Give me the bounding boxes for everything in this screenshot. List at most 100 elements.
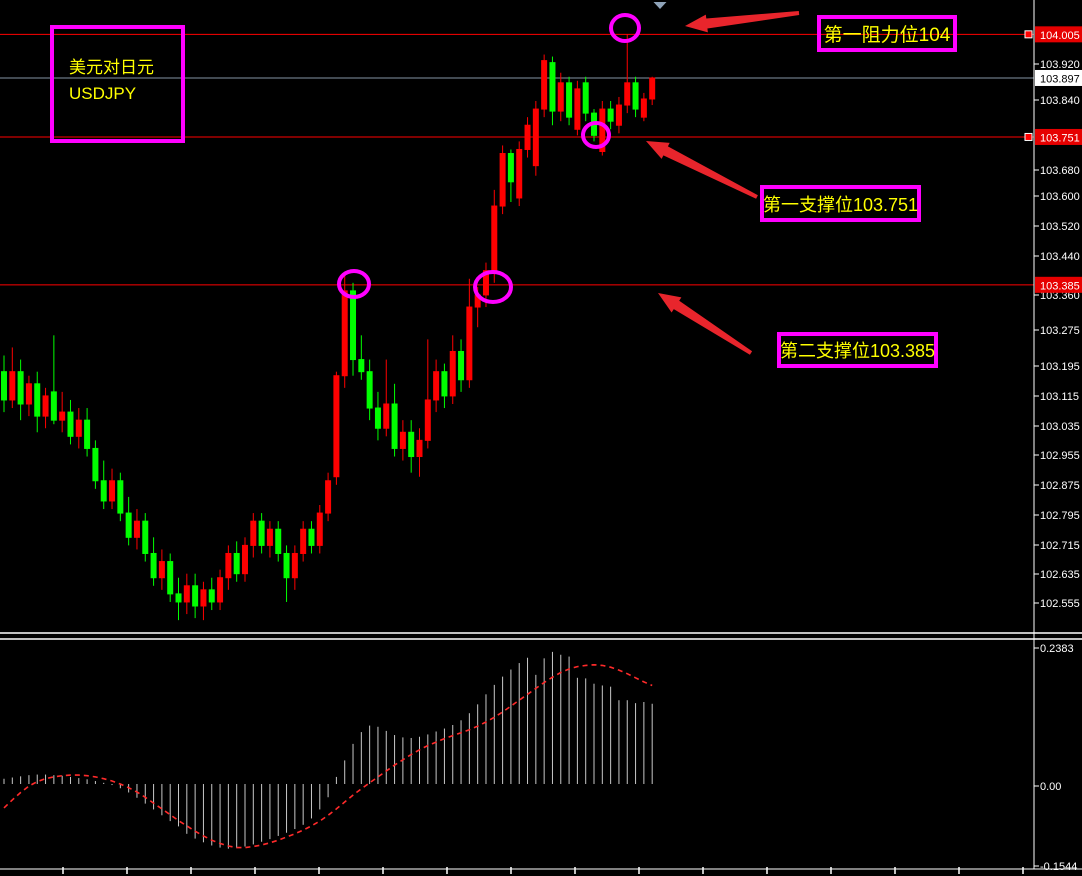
candle-body xyxy=(607,108,614,122)
level-line-handle[interactable] xyxy=(1024,132,1033,141)
badge-bg xyxy=(1035,128,1082,145)
candle-body xyxy=(175,593,182,603)
arrow-annotation[interactable] xyxy=(658,293,753,355)
price-tick-label: 103.360 xyxy=(1040,290,1080,302)
candle xyxy=(241,537,248,582)
candle xyxy=(516,141,523,207)
candle-body xyxy=(17,371,24,405)
highlight-circle[interactable] xyxy=(473,270,513,304)
candle-body xyxy=(383,403,390,429)
arrow-annotation[interactable] xyxy=(685,11,800,33)
candle-body xyxy=(92,447,99,482)
candle-body xyxy=(424,399,431,441)
candle-body xyxy=(416,439,423,458)
candle-body xyxy=(266,528,273,546)
highlight-circle[interactable] xyxy=(609,13,641,43)
candle-body xyxy=(133,520,140,538)
candle xyxy=(507,149,514,202)
candle-body xyxy=(84,419,91,449)
candle xyxy=(1,355,7,413)
candle-body xyxy=(366,371,373,409)
candle-body xyxy=(75,419,82,437)
candle xyxy=(624,34,631,114)
resistance1-label: 第一阻力位104 xyxy=(823,25,951,46)
price-tick-label: 103.195 xyxy=(1040,361,1080,373)
support1-annotation[interactable]: 第一支撑位103.751 xyxy=(760,185,921,222)
candle-body xyxy=(158,561,165,579)
candle xyxy=(217,569,224,611)
candle-body xyxy=(640,98,647,118)
candle-body xyxy=(599,108,606,152)
support2-annotation[interactable]: 第二支撑位103.385 xyxy=(777,332,938,368)
candle-body xyxy=(566,82,573,118)
badge-label: 103.897 xyxy=(1040,73,1080,85)
arrow-annotation[interactable] xyxy=(646,141,758,199)
price-axis-labels: 103.920 103.840 103.680 103.600 103.520 103.4… xyxy=(1034,26,1082,610)
candle xyxy=(258,513,265,554)
price-tick-label: 103.520 xyxy=(1040,221,1080,233)
badge-label: 104.005 xyxy=(1040,30,1080,42)
candle xyxy=(300,521,307,562)
candle-body xyxy=(50,391,57,421)
candle-body xyxy=(491,205,498,272)
candle-body xyxy=(275,528,282,554)
candle xyxy=(59,391,66,433)
candle-body xyxy=(316,512,323,546)
candle xyxy=(42,387,49,429)
highlight-circle[interactable] xyxy=(337,269,371,299)
candle-body xyxy=(399,431,406,449)
candle-body xyxy=(333,375,340,478)
support1-label: 第一支撑位103.751 xyxy=(762,194,919,215)
candle xyxy=(574,80,581,136)
candle xyxy=(25,375,32,417)
candle-body xyxy=(142,520,149,554)
candle-body xyxy=(117,480,124,514)
macd-signal-line xyxy=(3,663,653,849)
candle xyxy=(615,96,622,134)
candle-body xyxy=(374,407,381,429)
candle xyxy=(424,339,431,449)
highlight-circle[interactable] xyxy=(581,121,611,149)
candle xyxy=(34,371,41,433)
candles-group xyxy=(1,34,656,621)
candle-body xyxy=(582,82,589,114)
candle-body xyxy=(59,411,66,421)
candle xyxy=(441,363,448,409)
candle-body xyxy=(100,480,107,502)
symbol-label-ticker: USDJPY xyxy=(69,84,137,103)
candle xyxy=(358,335,365,380)
candle xyxy=(192,573,199,619)
candle xyxy=(416,428,423,477)
level-price-badge: 103.385 xyxy=(1035,276,1082,293)
level-price-badge: 104.005 xyxy=(1035,26,1082,43)
candle-body xyxy=(408,431,415,458)
badge-bg xyxy=(1035,276,1082,293)
current-price-badge: 103.897 xyxy=(1035,69,1082,86)
candle xyxy=(225,545,232,590)
badge-bg xyxy=(1035,26,1082,43)
badge-bg xyxy=(1035,69,1082,86)
candle-body xyxy=(524,124,531,150)
candle-body xyxy=(241,544,248,575)
level-line-handle[interactable] xyxy=(1024,30,1033,39)
candle-body xyxy=(574,88,581,130)
candle xyxy=(433,359,440,413)
candle-body xyxy=(541,60,548,110)
symbol-label-box[interactable]: 美元对日元 USDJPY xyxy=(50,25,185,143)
candle xyxy=(499,145,506,215)
candle-body xyxy=(9,371,16,401)
candle xyxy=(399,420,406,461)
candle-body xyxy=(441,371,448,397)
candle-body xyxy=(308,528,315,546)
price-tick-label: 103.440 xyxy=(1040,251,1080,263)
candle xyxy=(532,101,539,176)
price-tick-label: 103.115 xyxy=(1040,391,1079,403)
candle xyxy=(275,521,282,562)
chart-shift-marker-icon xyxy=(653,2,667,9)
candle-body xyxy=(258,520,265,546)
resistance1-annotation[interactable]: 第一阻力位104 xyxy=(817,15,957,52)
candle-body xyxy=(341,290,348,377)
candle xyxy=(67,399,74,445)
candle-body xyxy=(233,552,240,575)
